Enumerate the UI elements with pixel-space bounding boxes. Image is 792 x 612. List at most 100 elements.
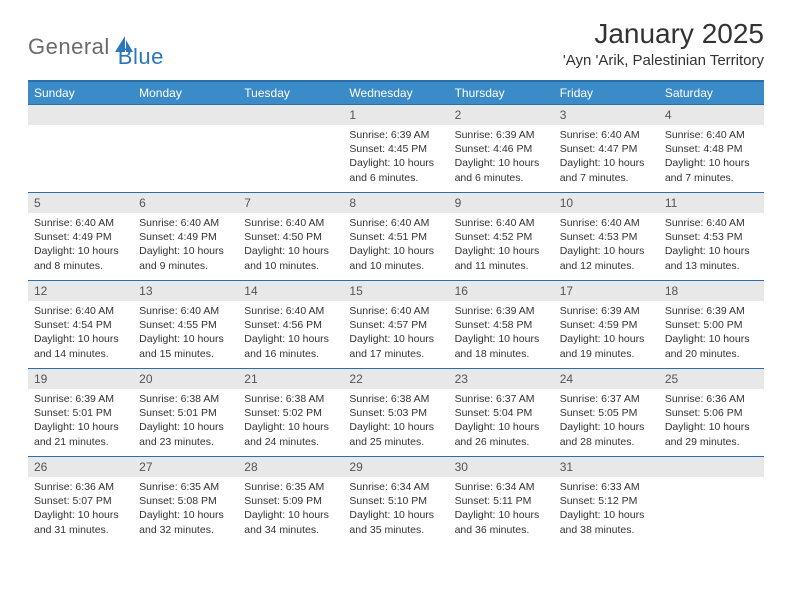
sunset-line: Sunset: 5:05 PM [560, 406, 653, 420]
calendar-row: 5Sunrise: 6:40 AMSunset: 4:49 PMDaylight… [28, 193, 764, 281]
day-number: 31 [554, 457, 659, 477]
sunrise-line: Sunrise: 6:40 AM [665, 128, 758, 142]
day-info: Sunrise: 6:34 AMSunset: 5:11 PMDaylight:… [449, 477, 554, 543]
sunrise-line: Sunrise: 6:37 AM [560, 392, 653, 406]
day-number: 7 [238, 193, 343, 213]
sunset-line: Sunset: 4:58 PM [455, 318, 548, 332]
calendar-cell [659, 457, 764, 545]
day-number: 29 [343, 457, 448, 477]
day-number: 5 [28, 193, 133, 213]
day-info: Sunrise: 6:39 AMSunset: 4:59 PMDaylight:… [554, 301, 659, 367]
day-info: Sunrise: 6:39 AMSunset: 5:01 PMDaylight:… [28, 389, 133, 455]
day-number: 2 [449, 105, 554, 125]
day-number-empty [133, 105, 238, 125]
day-number: 24 [554, 369, 659, 389]
day-info: Sunrise: 6:40 AMSunset: 4:48 PMDaylight:… [659, 125, 764, 191]
sunrise-line: Sunrise: 6:33 AM [560, 480, 653, 494]
sunrise-line: Sunrise: 6:38 AM [349, 392, 442, 406]
calendar-cell [28, 105, 133, 193]
day-number: 20 [133, 369, 238, 389]
calendar-cell: 27Sunrise: 6:35 AMSunset: 5:08 PMDayligh… [133, 457, 238, 545]
title-block: January 2025 'Ayn 'Arik, Palestinian Ter… [563, 18, 764, 69]
sunrise-line: Sunrise: 6:40 AM [349, 304, 442, 318]
daylight-line: Daylight: 10 hours and 21 minutes. [34, 420, 127, 448]
sunset-line: Sunset: 5:02 PM [244, 406, 337, 420]
sunrise-line: Sunrise: 6:39 AM [560, 304, 653, 318]
weekday-header-row: Sunday Monday Tuesday Wednesday Thursday… [28, 81, 764, 105]
day-number: 12 [28, 281, 133, 301]
daylight-line: Daylight: 10 hours and 12 minutes. [560, 244, 653, 272]
sunrise-line: Sunrise: 6:40 AM [560, 216, 653, 230]
daylight-line: Daylight: 10 hours and 19 minutes. [560, 332, 653, 360]
daylight-line: Daylight: 10 hours and 23 minutes. [139, 420, 232, 448]
sunrise-line: Sunrise: 6:40 AM [349, 216, 442, 230]
weekday-header: Wednesday [343, 81, 448, 105]
calendar-cell: 19Sunrise: 6:39 AMSunset: 5:01 PMDayligh… [28, 369, 133, 457]
sunset-line: Sunset: 5:00 PM [665, 318, 758, 332]
day-number: 26 [28, 457, 133, 477]
day-number: 14 [238, 281, 343, 301]
day-info: Sunrise: 6:39 AMSunset: 4:45 PMDaylight:… [343, 125, 448, 191]
day-number: 23 [449, 369, 554, 389]
day-number: 4 [659, 105, 764, 125]
day-number-empty [659, 457, 764, 477]
calendar-cell: 13Sunrise: 6:40 AMSunset: 4:55 PMDayligh… [133, 281, 238, 369]
sunset-line: Sunset: 4:52 PM [455, 230, 548, 244]
day-number: 25 [659, 369, 764, 389]
sunset-line: Sunset: 5:01 PM [34, 406, 127, 420]
calendar-cell: 14Sunrise: 6:40 AMSunset: 4:56 PMDayligh… [238, 281, 343, 369]
daylight-line: Daylight: 10 hours and 28 minutes. [560, 420, 653, 448]
weekday-header: Monday [133, 81, 238, 105]
day-number-empty [28, 105, 133, 125]
sunset-line: Sunset: 4:49 PM [139, 230, 232, 244]
sunset-line: Sunset: 5:06 PM [665, 406, 758, 420]
sunrise-line: Sunrise: 6:40 AM [34, 216, 127, 230]
calendar-row: 19Sunrise: 6:39 AMSunset: 5:01 PMDayligh… [28, 369, 764, 457]
sunrise-line: Sunrise: 6:40 AM [560, 128, 653, 142]
sunrise-line: Sunrise: 6:34 AM [455, 480, 548, 494]
sunrise-line: Sunrise: 6:40 AM [139, 216, 232, 230]
weekday-header: Saturday [659, 81, 764, 105]
calendar-cell: 26Sunrise: 6:36 AMSunset: 5:07 PMDayligh… [28, 457, 133, 545]
sunset-line: Sunset: 4:47 PM [560, 142, 653, 156]
day-info: Sunrise: 6:38 AMSunset: 5:03 PMDaylight:… [343, 389, 448, 455]
sunset-line: Sunset: 5:03 PM [349, 406, 442, 420]
day-info: Sunrise: 6:36 AMSunset: 5:07 PMDaylight:… [28, 477, 133, 543]
sunrise-line: Sunrise: 6:39 AM [349, 128, 442, 142]
calendar-cell: 30Sunrise: 6:34 AMSunset: 5:11 PMDayligh… [449, 457, 554, 545]
day-info: Sunrise: 6:40 AMSunset: 4:49 PMDaylight:… [28, 213, 133, 279]
day-info: Sunrise: 6:35 AMSunset: 5:08 PMDaylight:… [133, 477, 238, 543]
day-info: Sunrise: 6:40 AMSunset: 4:54 PMDaylight:… [28, 301, 133, 367]
day-number: 13 [133, 281, 238, 301]
sunset-line: Sunset: 5:08 PM [139, 494, 232, 508]
calendar-cell: 24 Sunrise: 6:37 AMSunset: 5:05 PMDayligh… [554, 369, 659, 457]
sunrise-line: Sunrise: 6:40 AM [244, 216, 337, 230]
calendar-cell: 29Sunrise: 6:34 AMSunset: 5:10 PMDayligh… [343, 457, 448, 545]
calendar-cell: 1Sunrise: 6:39 AMSunset: 4:45 PMDaylight… [343, 105, 448, 193]
daylight-line: Daylight: 10 hours and 31 minutes. [34, 508, 127, 536]
calendar-cell [133, 105, 238, 193]
sunset-line: Sunset: 4:57 PM [349, 318, 442, 332]
location: 'Ayn 'Arik, Palestinian Territory [563, 52, 764, 69]
day-info: Sunrise: 6:34 AMSunset: 5:10 PMDaylight:… [343, 477, 448, 543]
calendar-cell: 22Sunrise: 6:38 AMSunset: 5:03 PMDayligh… [343, 369, 448, 457]
day-info: Sunrise: 6:40 AMSunset: 4:50 PMDaylight:… [238, 213, 343, 279]
daylight-line: Daylight: 10 hours and 17 minutes. [349, 332, 442, 360]
daylight-line: Daylight: 10 hours and 9 minutes. [139, 244, 232, 272]
calendar-cell [238, 105, 343, 193]
sunset-line: Sunset: 4:55 PM [139, 318, 232, 332]
logo: General Blue [28, 18, 164, 70]
sunset-line: Sunset: 4:48 PM [665, 142, 758, 156]
sunrise-line: Sunrise: 6:36 AM [665, 392, 758, 406]
calendar-cell: 12Sunrise: 6:40 AMSunset: 4:54 PMDayligh… [28, 281, 133, 369]
day-number: 28 [238, 457, 343, 477]
calendar-cell: 8Sunrise: 6:40 AMSunset: 4:51 PMDaylight… [343, 193, 448, 281]
month-title: January 2025 [563, 18, 764, 50]
sunset-line: Sunset: 4:53 PM [560, 230, 653, 244]
sunset-line: Sunset: 4:46 PM [455, 142, 548, 156]
day-number: 11 [659, 193, 764, 213]
day-number: 17 [554, 281, 659, 301]
sunrise-line: Sunrise: 6:39 AM [34, 392, 127, 406]
day-number: 21 [238, 369, 343, 389]
day-info: Sunrise: 6:40 AMSunset: 4:53 PMDaylight:… [659, 213, 764, 279]
